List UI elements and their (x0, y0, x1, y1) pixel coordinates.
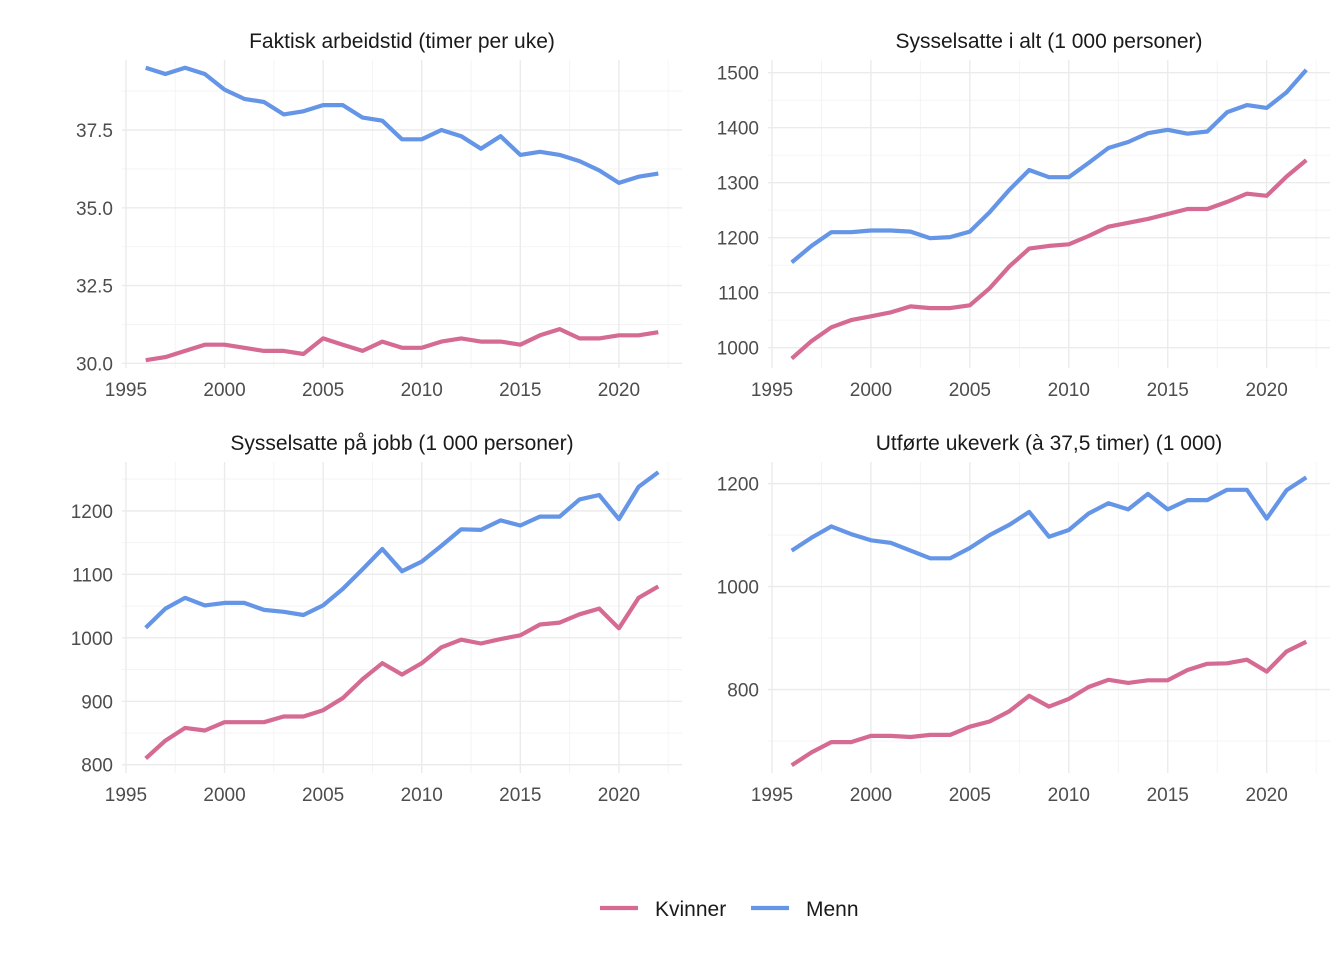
panel-3: 1995 2000 2005 2010 2015 2020 800 900 1000 1100 12… (71, 432, 682, 806)
series-line-kvinner (145, 327, 659, 363)
y-tick-label: 37.5 (76, 121, 113, 142)
legend-label-kvinner: Kvinner (655, 898, 726, 921)
x-tick-label: 2010 (401, 380, 443, 401)
y-tick-label: 1200 (71, 502, 113, 523)
y-tick-label: 30.0 (76, 354, 113, 375)
y-tick-label: 1300 (717, 174, 759, 195)
x-tick-label: 2010 (1048, 380, 1090, 401)
y-tick-label: 1400 (717, 119, 759, 140)
x-tick-label: 2015 (1147, 785, 1189, 806)
y-tick-label: 1200 (717, 229, 759, 250)
y-tick-label: 1500 (717, 64, 759, 85)
y-tick-label: 1000 (717, 578, 759, 599)
x-tick-label: 2005 (302, 785, 344, 806)
y-tick-label: 800 (81, 756, 113, 777)
legend: Kvinner Menn (600, 898, 859, 921)
panel-title: Sysselsatte på jobb (1 000 personer) (230, 432, 573, 455)
y-tick-label: 1200 (717, 475, 759, 496)
y-tick-label: 900 (81, 692, 113, 713)
y-tick-label: 1000 (717, 339, 759, 360)
x-tick-label: 2020 (1246, 380, 1288, 401)
x-tick-label: 2020 (1246, 785, 1288, 806)
x-tick-label: 2010 (1048, 785, 1090, 806)
y-tick-label: 1100 (718, 284, 759, 305)
panel-title: Sysselsatte i alt (1 000 personer) (896, 30, 1203, 53)
panel-2: 1995 2000 2005 2010 2015 2020 1000 1100 1200 1300… (717, 30, 1330, 401)
legend-label-menn: Menn (806, 898, 859, 921)
y-tick-label: 35.0 (76, 199, 113, 220)
series-line-kvinner (790, 639, 1308, 768)
x-tick-label: 2010 (401, 785, 443, 806)
x-tick-label: 1995 (105, 380, 147, 401)
panel-1: 1995 2000 2005 2010 2015 2020 30.0 32.5 35.0 37.5… (76, 30, 682, 401)
series-line-menn (145, 65, 659, 185)
series-line-menn (144, 470, 660, 630)
x-tick-label: 1995 (105, 785, 147, 806)
x-tick-label: 2000 (203, 380, 245, 401)
x-tick-label: 2015 (1147, 380, 1189, 401)
series-line-menn (790, 475, 1308, 561)
x-tick-label: 2020 (598, 785, 640, 806)
y-tick-label: 1100 (72, 565, 113, 586)
x-tick-label: 2005 (949, 380, 991, 401)
y-tick-label: 32.5 (76, 277, 113, 298)
y-tick-label: 1000 (71, 629, 113, 650)
y-tick-label: 800 (727, 681, 759, 702)
series-line-menn (790, 68, 1308, 265)
series-line-kvinner (790, 158, 1308, 361)
x-tick-label: 2000 (850, 380, 892, 401)
x-tick-label: 2020 (598, 380, 640, 401)
x-tick-label: 1995 (751, 785, 793, 806)
x-tick-label: 2000 (203, 785, 245, 806)
panel-title: Utførte ukeverk (à 37,5 timer) (1 000) (876, 432, 1223, 455)
x-tick-label: 2005 (302, 380, 344, 401)
x-tick-label: 2000 (850, 785, 892, 806)
panel-4: 1995 2000 2005 2010 2015 2020 800 1000 1200 Utfør… (717, 432, 1330, 806)
x-tick-label: 2015 (499, 785, 541, 806)
series-line-kvinner (144, 584, 660, 760)
x-tick-label: 2015 (499, 380, 541, 401)
x-tick-label: 1995 (751, 380, 793, 401)
x-tick-label: 2005 (949, 785, 991, 806)
panel-title: Faktisk arbeidstid (timer per uke) (249, 30, 555, 53)
